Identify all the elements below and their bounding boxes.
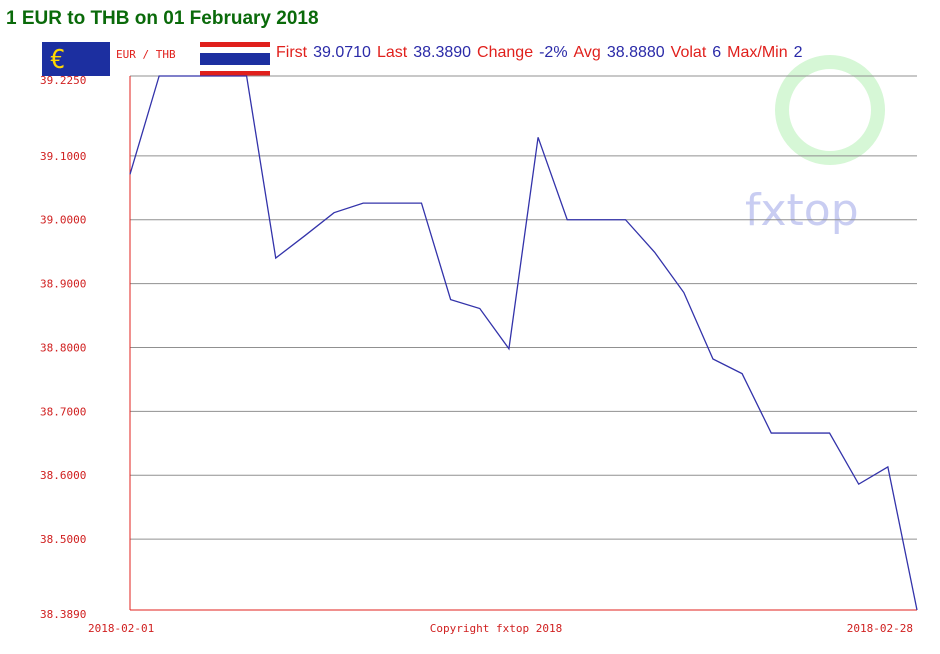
stat-label: Avg [573,44,601,61]
currency-pair: EUR / THB [116,48,176,61]
stat-value: -2% [539,44,568,61]
chart-title: 1 EUR to THB on 01 February 2018 [6,8,319,29]
stat-value: 38.8880 [606,44,665,61]
y-tick-label: 38.7000 [40,405,86,418]
euro-flag [42,42,110,76]
watermark: fxtop [745,185,859,236]
x-tick-label: 2018-02-01 [88,622,154,635]
stat-value: 6 [712,44,722,61]
euro-symbol: € [50,45,66,75]
stats: First 39.0710 Last 38.3890 Change -2% Avg 38.88… [276,44,809,62]
y-tick-label: 38.6000 [40,469,86,482]
stat-label: First [276,44,308,61]
stat-label: Change [477,44,534,61]
y-tick-label: 39.2250 [40,74,86,87]
stat-label: Volat [670,44,707,61]
y-tick-label: 38.9000 [40,278,86,291]
stat-value: 39.0710 [313,44,371,61]
copyright: Copyright fxtop 2018 [430,622,562,635]
stat-value: 2 [793,44,803,61]
y-tick-label: 38.8000 [40,341,86,354]
stat-label: Max/Min [727,44,788,61]
thai-flag [200,42,270,76]
stat-label: Last [376,44,408,61]
stat-value: 38.3890 [413,44,472,61]
y-tick-label: 38.3890 [40,608,86,621]
y-tick-label: 39.0000 [40,214,86,227]
x-tick-label: 2018-02-28 [847,622,913,635]
y-tick-label: 39.1000 [40,150,86,163]
y-tick-label: 38.5000 [40,533,86,546]
watermark-logo [775,55,885,165]
line [129,75,918,611]
